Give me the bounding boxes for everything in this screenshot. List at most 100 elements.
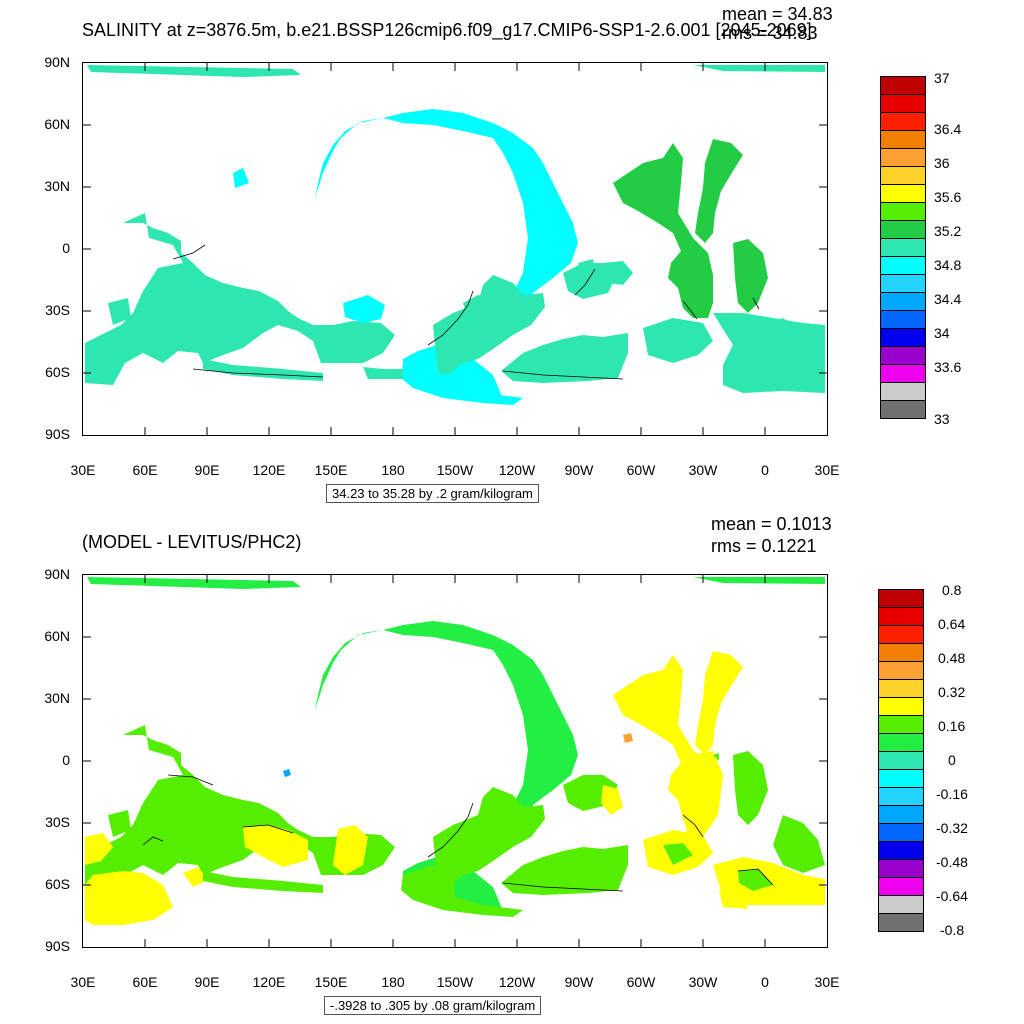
panel-title: SALINITY at z=3876.5m, b.e21.BSSP126cmip…	[82, 20, 812, 40]
lat-label: 90S	[45, 426, 70, 442]
rms-label: rms = 34.83	[722, 23, 818, 43]
colorbar-swatch	[878, 823, 924, 842]
colorbar-swatch	[878, 697, 924, 716]
colorbar-label: 35.2	[934, 223, 962, 239]
lon-label: 120W	[498, 462, 536, 478]
lat-label: 90S	[45, 938, 70, 954]
lon-label: 150E	[314, 462, 348, 478]
lon-label: 90E	[194, 974, 220, 990]
lon-label: 180	[381, 462, 405, 478]
lat-label: 60N	[44, 116, 70, 132]
contour-info-box: -.3928 to .305 by .08 gram/kilogram	[324, 996, 542, 1015]
lon-label: 150W	[436, 974, 474, 990]
colorbar-swatch	[880, 292, 926, 311]
colorbar-swatch	[878, 841, 924, 860]
colorbar-swatch	[880, 112, 926, 131]
colorbar-swatch	[878, 769, 924, 788]
lon-label: 90W	[564, 462, 594, 478]
colorbar-swatch	[878, 715, 924, 734]
lat-label: 30S	[45, 302, 70, 318]
lat-label: 0	[62, 752, 70, 768]
colorbar-label: 35.6	[934, 189, 962, 205]
colorbar-label: 0.32	[938, 684, 966, 700]
lon-label: 0	[761, 974, 769, 990]
colorbar-swatch	[878, 805, 924, 824]
salinity-map-plot	[83, 63, 827, 435]
colorbar-label: 34	[934, 325, 950, 341]
colorbar-label: -0.64	[936, 888, 968, 904]
colorbar-swatch	[878, 643, 924, 662]
lon-label: 150E	[314, 974, 348, 990]
colorbar-label: 34.8	[934, 257, 962, 273]
colorbar-swatch	[880, 364, 926, 383]
colorbar-label: 34.4	[934, 291, 962, 307]
lon-label: 150W	[436, 462, 474, 478]
colorbar-swatch	[880, 238, 926, 257]
lat-label: 0	[62, 240, 70, 256]
lon-label: 120E	[252, 974, 286, 990]
colorbar-swatch	[880, 310, 926, 329]
lat-label: 60N	[44, 628, 70, 644]
lon-label: 30E	[70, 974, 96, 990]
colorbar-label: -0.8	[940, 922, 965, 938]
colorbar-swatch	[880, 328, 926, 347]
colorbar-label: 0.64	[938, 616, 966, 632]
colorbar-swatch	[880, 256, 926, 275]
colorbar: 37 36.4 36 35.6 35.2 34.8 34.4 34 33.6 3…	[880, 70, 1000, 427]
colorbar-swatch	[880, 130, 926, 149]
colorbar-label: 37	[934, 70, 950, 86]
lon-label: 60E	[132, 974, 158, 990]
colorbar-label: -0.16	[936, 786, 968, 802]
colorbar-swatch	[878, 859, 924, 878]
lon-label: 30W	[688, 974, 718, 990]
lat-label: 30N	[44, 178, 70, 194]
colorbar-swatch	[878, 589, 924, 608]
rms-label: rms = 0.1221	[711, 536, 817, 556]
lon-label: 60W	[626, 462, 656, 478]
colorbar-swatch	[880, 274, 926, 293]
mean-label: mean = 0.1013	[711, 514, 832, 534]
colorbar-swatch	[878, 913, 924, 932]
colorbar-swatch	[878, 787, 924, 806]
colorbar-swatch	[880, 166, 926, 185]
colorbar-label: 36	[934, 155, 950, 171]
colorbar-label: 36.4	[934, 121, 962, 137]
colorbar: 0.8 0.64 0.48 0.32 0.16 0 -0.16 -0.32 -0…	[878, 582, 998, 938]
lat-label: 90N	[44, 566, 70, 582]
lon-label: 90W	[564, 974, 594, 990]
colorbar-label: 0.16	[938, 718, 966, 734]
colorbar-label: -0.48	[936, 854, 968, 870]
colorbar-swatch	[880, 148, 926, 167]
colorbar-label: 0.8	[942, 582, 962, 598]
lat-label: 30N	[44, 690, 70, 706]
lat-label: 60S	[45, 364, 70, 380]
colorbar-swatch	[880, 346, 926, 365]
lat-label: 90N	[44, 54, 70, 70]
lon-label: 120E	[252, 462, 286, 478]
lon-label: 30W	[688, 462, 718, 478]
salinity-panel: SALINITY at z=3876.5m, b.e21.BSSP126cmip…	[44, 4, 1000, 503]
difference-map-plot	[83, 575, 827, 947]
lon-label: 90E	[194, 462, 220, 478]
contour-info-box: 34.23 to 35.28 by .2 gram/kilogram	[326, 484, 539, 503]
colorbar-label: -0.32	[936, 820, 968, 836]
colorbar-swatch	[878, 661, 924, 680]
salinity-map	[82, 62, 828, 436]
colorbar-swatch	[880, 382, 926, 401]
lon-label: 0	[761, 462, 769, 478]
colorbar-swatch	[878, 625, 924, 644]
panel-title: (MODEL - LEVITUS/PHC2)	[82, 532, 302, 552]
colorbar-swatch	[878, 877, 924, 896]
lon-label: 60E	[132, 462, 158, 478]
colorbar-label: 33.6	[934, 359, 962, 375]
colorbar-label: 0.48	[938, 650, 966, 666]
lon-label: 60W	[626, 974, 656, 990]
colorbar-swatch	[880, 220, 926, 239]
mean-label: mean = 34.83	[722, 4, 833, 24]
colorbar-swatch	[880, 94, 926, 113]
colorbar-swatch	[878, 679, 924, 698]
colorbar-label: 33	[934, 411, 950, 427]
colorbar-swatch	[880, 400, 926, 419]
difference-map	[82, 574, 828, 948]
lon-label: 30E	[814, 462, 840, 478]
